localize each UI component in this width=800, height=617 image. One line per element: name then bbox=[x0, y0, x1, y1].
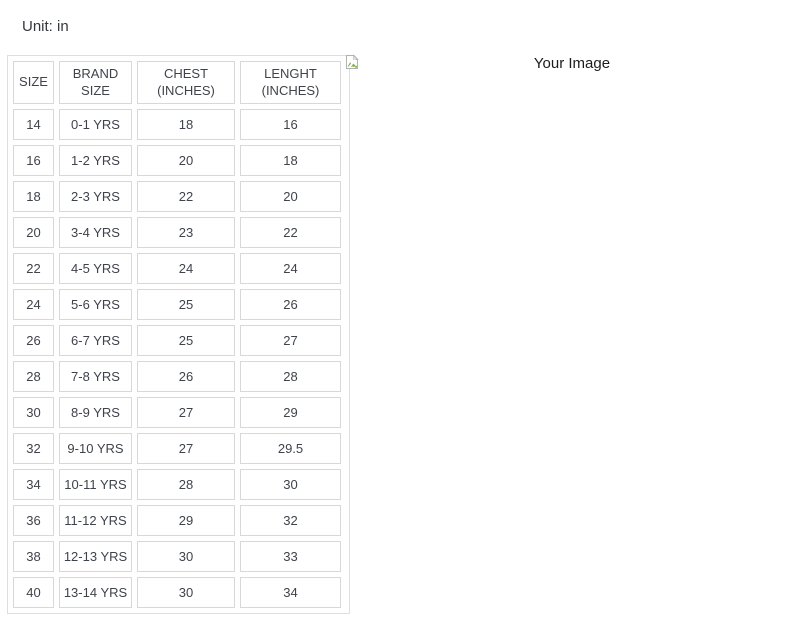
table-cell: 28 bbox=[13, 361, 54, 392]
table-cell: 30 bbox=[137, 541, 235, 572]
table-cell: 6-7 YRS bbox=[59, 325, 132, 356]
table-cell: 40 bbox=[13, 577, 54, 608]
table-cell: 27 bbox=[137, 397, 235, 428]
table-row: 16 1-2 YRS 20 18 bbox=[13, 145, 341, 176]
column-header-brand-size: BRAND SIZE bbox=[59, 61, 132, 104]
table-cell: 18 bbox=[13, 181, 54, 212]
column-header-length-inches: LENGHT (INCHES) bbox=[240, 61, 341, 104]
size-chart-body: 14 0-1 YRS 18 16 16 1-2 YRS 20 18 18 2-3 YRS 22 20 2… bbox=[13, 109, 341, 608]
table-cell: 29 bbox=[137, 505, 235, 536]
table-cell: 29.5 bbox=[240, 433, 341, 464]
table-cell: 27 bbox=[137, 433, 235, 464]
table-row: 36 11-12 YRS 29 32 bbox=[13, 505, 341, 536]
table-cell: 12-13 YRS bbox=[59, 541, 132, 572]
table-cell: 1-2 YRS bbox=[59, 145, 132, 176]
table-cell: 23 bbox=[137, 217, 235, 248]
table-cell: 26 bbox=[13, 325, 54, 356]
table-cell: 10-11 YRS bbox=[59, 469, 132, 500]
table-cell: 4-5 YRS bbox=[59, 253, 132, 284]
broken-image-area: Your Image bbox=[344, 54, 800, 76]
table-cell: 11-12 YRS bbox=[59, 505, 132, 536]
table-cell: 28 bbox=[240, 361, 341, 392]
table-cell: 16 bbox=[13, 145, 54, 176]
table-cell: 38 bbox=[13, 541, 54, 572]
table-row: 28 7-8 YRS 26 28 bbox=[13, 361, 341, 392]
table-cell: 20 bbox=[137, 145, 235, 176]
table-cell: 26 bbox=[240, 289, 341, 320]
table-cell: 20 bbox=[13, 217, 54, 248]
table-row: 20 3-4 YRS 23 22 bbox=[13, 217, 341, 248]
table-cell: 22 bbox=[13, 253, 54, 284]
table-cell: 22 bbox=[137, 181, 235, 212]
column-header-chest-inches: CHEST (INCHES) bbox=[137, 61, 235, 104]
header-row: SIZE BRAND SIZE CHEST (INCHES) LENGHT (I… bbox=[13, 61, 341, 104]
table-row: 26 6-7 YRS 25 27 bbox=[13, 325, 341, 356]
size-chart-header: SIZE BRAND SIZE CHEST (INCHES) LENGHT (I… bbox=[13, 61, 341, 104]
table-cell: 28 bbox=[137, 469, 235, 500]
table-cell: 13-14 YRS bbox=[59, 577, 132, 608]
table-cell: 18 bbox=[240, 145, 341, 176]
table-row: 40 13-14 YRS 30 34 bbox=[13, 577, 341, 608]
table-cell: 16 bbox=[240, 109, 341, 140]
table-row: 30 8-9 YRS 27 29 bbox=[13, 397, 341, 428]
table-row: 18 2-3 YRS 22 20 bbox=[13, 181, 341, 212]
table-cell: 27 bbox=[240, 325, 341, 356]
size-chart-table: SIZE BRAND SIZE CHEST (INCHES) LENGHT (I… bbox=[8, 56, 346, 613]
table-cell: 18 bbox=[137, 109, 235, 140]
table-cell: 0-1 YRS bbox=[59, 109, 132, 140]
table-cell: 25 bbox=[137, 289, 235, 320]
size-chart-wrapper: SIZE BRAND SIZE CHEST (INCHES) LENGHT (I… bbox=[7, 55, 350, 614]
table-cell: 9-10 YRS bbox=[59, 433, 132, 464]
table-row: 34 10-11 YRS 28 30 bbox=[13, 469, 341, 500]
table-cell: 3-4 YRS bbox=[59, 217, 132, 248]
table-cell: 30 bbox=[137, 577, 235, 608]
table-cell: 24 bbox=[240, 253, 341, 284]
table-row: 32 9-10 YRS 27 29.5 bbox=[13, 433, 341, 464]
table-cell: 25 bbox=[137, 325, 235, 356]
image-alt-text: Your Image bbox=[533, 55, 611, 72]
table-cell: 36 bbox=[13, 505, 54, 536]
table-cell: 24 bbox=[13, 289, 54, 320]
table-cell: 20 bbox=[240, 181, 341, 212]
unit-label: Unit: in bbox=[22, 18, 69, 35]
table-row: 24 5-6 YRS 25 26 bbox=[13, 289, 341, 320]
table-cell: 24 bbox=[137, 253, 235, 284]
table-row: 22 4-5 YRS 24 24 bbox=[13, 253, 341, 284]
table-cell: 30 bbox=[13, 397, 54, 428]
table-cell: 34 bbox=[13, 469, 54, 500]
table-row: 14 0-1 YRS 18 16 bbox=[13, 109, 341, 140]
table-cell: 34 bbox=[240, 577, 341, 608]
table-cell: 7-8 YRS bbox=[59, 361, 132, 392]
table-cell: 32 bbox=[240, 505, 341, 536]
table-cell: 5-6 YRS bbox=[59, 289, 132, 320]
broken-image-icon bbox=[344, 54, 360, 70]
table-cell: 33 bbox=[240, 541, 341, 572]
table-cell: 8-9 YRS bbox=[59, 397, 132, 428]
table-row: 38 12-13 YRS 30 33 bbox=[13, 541, 341, 572]
table-cell: 26 bbox=[137, 361, 235, 392]
table-cell: 32 bbox=[13, 433, 54, 464]
table-cell: 22 bbox=[240, 217, 341, 248]
table-cell: 30 bbox=[240, 469, 341, 500]
table-cell: 2-3 YRS bbox=[59, 181, 132, 212]
table-cell: 14 bbox=[13, 109, 54, 140]
table-cell: 29 bbox=[240, 397, 341, 428]
column-header-size: SIZE bbox=[13, 61, 54, 104]
